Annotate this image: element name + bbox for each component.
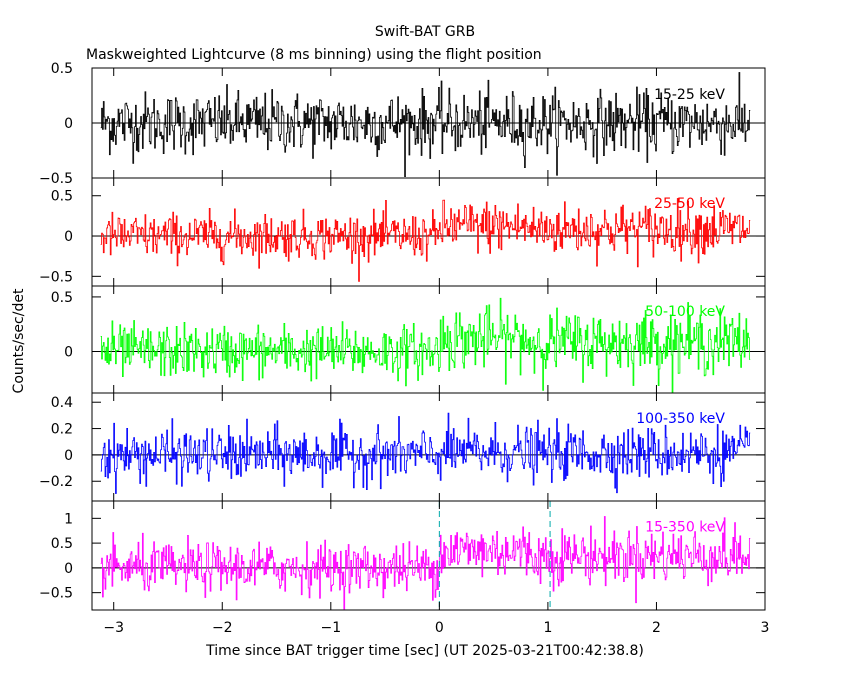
x-axis: −3 −2 −1 0 1 2 3 — [103, 620, 769, 636]
y-tick-label: 0.5 — [51, 61, 73, 77]
series-line — [100, 72, 751, 178]
band-label: 25-50 keV — [654, 196, 725, 212]
series-line — [100, 198, 751, 282]
panel-2: −0.5 0 0.5 25-50 keV — [39, 177, 766, 287]
y-tick-label: −0.5 — [39, 269, 73, 285]
x-tick-label: 3 — [761, 620, 770, 636]
y-tick-label: 0.5 — [51, 189, 73, 205]
series-line — [100, 297, 751, 393]
y-tick-label: 0.2 — [51, 422, 73, 438]
x-tick-label: −1 — [320, 620, 341, 636]
x-tick-label: −3 — [103, 620, 124, 636]
figure-title: Swift-BAT GRB — [375, 24, 475, 40]
y-tick-label: 1 — [64, 511, 73, 527]
x-tick-label: 1 — [543, 620, 552, 636]
y-tick-label: 0 — [64, 561, 73, 577]
y-tick-label: −0.5 — [39, 171, 73, 187]
band-label: 15-25 keV — [654, 87, 725, 103]
panel-4: −0.2 0 0.2 0.4 100-350 keV — [39, 392, 766, 502]
x-tick-label: 2 — [652, 620, 661, 636]
band-label: 15-350 keV — [645, 520, 725, 536]
y-tick-label: 0.4 — [51, 395, 73, 411]
y-tick-label: 0 — [64, 345, 73, 361]
y-tick-label: 0.5 — [51, 290, 73, 306]
y-tick-label: 0 — [64, 448, 73, 464]
series-line — [100, 516, 751, 610]
panel-frame — [91, 500, 766, 611]
panel-3: 0 0.5 50-100 keV — [51, 285, 766, 394]
y-tick-label: 0 — [64, 229, 73, 245]
panel-frame — [91, 392, 766, 502]
x-tick-label: −2 — [212, 620, 233, 636]
y-tick-label: 0 — [64, 116, 73, 132]
panel-frame — [91, 285, 766, 394]
y-axis-label: Counts/sec/det — [11, 288, 27, 393]
x-axis-label: Time since BAT trigger time [sec] (UT 20… — [205, 643, 644, 659]
figure-subtitle: Maskweighted Lightcurve (8 ms binning) u… — [86, 47, 542, 63]
y-tick-label: 0.5 — [51, 536, 73, 552]
panel-frame — [91, 177, 766, 287]
y-tick-label: −0.2 — [39, 474, 73, 490]
y-tick-label: −0.5 — [39, 586, 73, 602]
band-label: 50-100 keV — [645, 304, 725, 320]
band-label: 100-350 keV — [636, 411, 725, 427]
x-tick-label: 0 — [435, 620, 444, 636]
panel-1: −0.5 0 0.5 15-25 keV — [39, 61, 766, 187]
panels-group: −0.5 0 0.5 15-25 keV −0.5 0 0.5 25-50 keV 0 0.5 50… — [39, 61, 766, 611]
series-line — [100, 412, 751, 494]
panel-5: −0.5 0 0.5 1 15-350 keV — [39, 500, 766, 611]
